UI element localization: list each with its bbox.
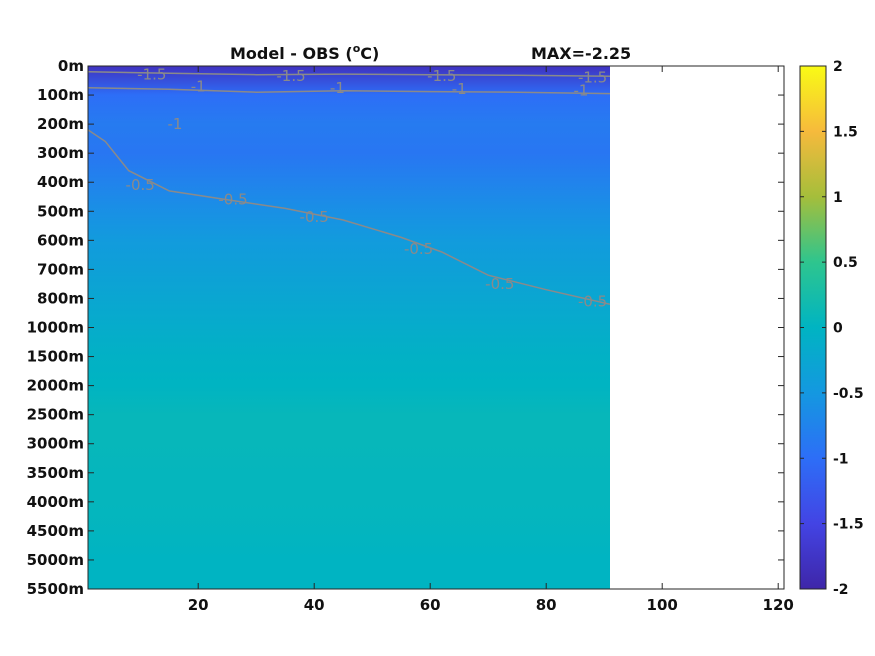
chart-title-text: Model - OBS ( xyxy=(230,44,353,63)
contour-label: -0.5 xyxy=(300,208,329,226)
temperature-difference-field xyxy=(88,66,610,589)
y-tick-label: 200m xyxy=(37,115,84,133)
chart-title-close: ) xyxy=(372,44,379,63)
contour-line xyxy=(88,71,610,77)
contour-line xyxy=(88,129,610,306)
y-tick-label: 700m xyxy=(37,260,84,278)
y-tick-label: 3000m xyxy=(27,435,84,453)
contour-label: -1 xyxy=(452,80,467,98)
chart-title-unit-sup: o xyxy=(353,42,361,55)
colorbar-tick-label: -1.5 xyxy=(833,517,864,533)
y-tick-label: 1000m xyxy=(27,319,84,337)
colorbar-tick-label: -0.5 xyxy=(833,386,864,402)
y-tick-label: 0m xyxy=(58,57,84,75)
y-tick-label: 300m xyxy=(37,144,84,162)
colorbar-tick-label: 0.5 xyxy=(833,255,858,271)
y-tick-label: 2000m xyxy=(27,377,84,395)
y-tick-label: 600m xyxy=(37,231,84,249)
x-tick-label: 20 xyxy=(188,596,209,614)
colorbar-ticks: 2 1.5 1 0.5 0 -0.5 -1 -1.5 -2 xyxy=(800,59,864,598)
x-tick-label: 40 xyxy=(304,596,325,614)
y-tick-label: 4000m xyxy=(27,493,84,511)
x-tick-label: 60 xyxy=(420,596,441,614)
contour-label: -0.5 xyxy=(578,292,607,310)
y-tick-label: 1500m xyxy=(27,348,84,366)
colorbar-tick-label: 2 xyxy=(833,59,843,75)
y-tick-label: 800m xyxy=(37,289,84,307)
colorbar xyxy=(799,65,827,590)
max-label: MAX=-2.25 xyxy=(531,44,631,63)
y-tick-label: 2500m xyxy=(27,406,84,424)
x-tick-label: 120 xyxy=(763,596,794,614)
contour-label: -0.5 xyxy=(126,176,155,194)
y-tick-label: 3500m xyxy=(27,464,84,482)
colorbar-tick-label: 1.5 xyxy=(833,124,858,140)
y-tick-label: 500m xyxy=(37,202,84,220)
x-tick-label: 80 xyxy=(536,596,557,614)
contour-label: -1 xyxy=(330,79,345,97)
y-axis: 0m 100m 200m 300m 400m 500m 600m 700m 800m 1000m 1… xyxy=(27,57,784,598)
x-axis: 20 40 60 80 100 120 xyxy=(188,66,794,614)
y-tick-label: 100m xyxy=(37,86,84,104)
y-tick-label: 5500m xyxy=(27,580,84,598)
contour-label: -1.5 xyxy=(276,67,305,85)
contour-label: -1.5 xyxy=(578,69,607,87)
contour-label: -1 xyxy=(168,115,183,133)
contour-label: -1.5 xyxy=(427,67,456,85)
colorbar-tick-label: 1 xyxy=(833,190,843,206)
contour-label: -0.5 xyxy=(485,275,514,293)
contour-label: -0.5 xyxy=(404,240,433,258)
y-tick-label: 400m xyxy=(37,173,84,191)
colorbar-tick-label: 0 xyxy=(833,321,843,337)
colorbar-tick-label: -1 xyxy=(833,451,849,467)
contour-label: -1.5 xyxy=(137,66,166,84)
contour-line xyxy=(88,87,610,95)
contour-label: -0.5 xyxy=(218,191,247,209)
contour-labels: -1.5 -1.5 -1.5 -1.5-1 -1 -1 -1-1-0.5-0.5-0.5-0… xyxy=(126,66,608,311)
colorbar-tick-label: -2 xyxy=(833,582,849,598)
chart-title: Model - OBS (oC) xyxy=(230,42,379,63)
y-tick-label: 5000m xyxy=(27,551,84,569)
contour-label: -1 xyxy=(574,82,589,100)
chart-title-unit-letter: C xyxy=(360,44,372,63)
field-fill xyxy=(88,66,610,589)
contour-lines xyxy=(88,71,610,306)
contour-label: -1 xyxy=(191,77,206,95)
x-tick-label: 100 xyxy=(647,596,678,614)
y-tick-label: 4500m xyxy=(27,522,84,540)
